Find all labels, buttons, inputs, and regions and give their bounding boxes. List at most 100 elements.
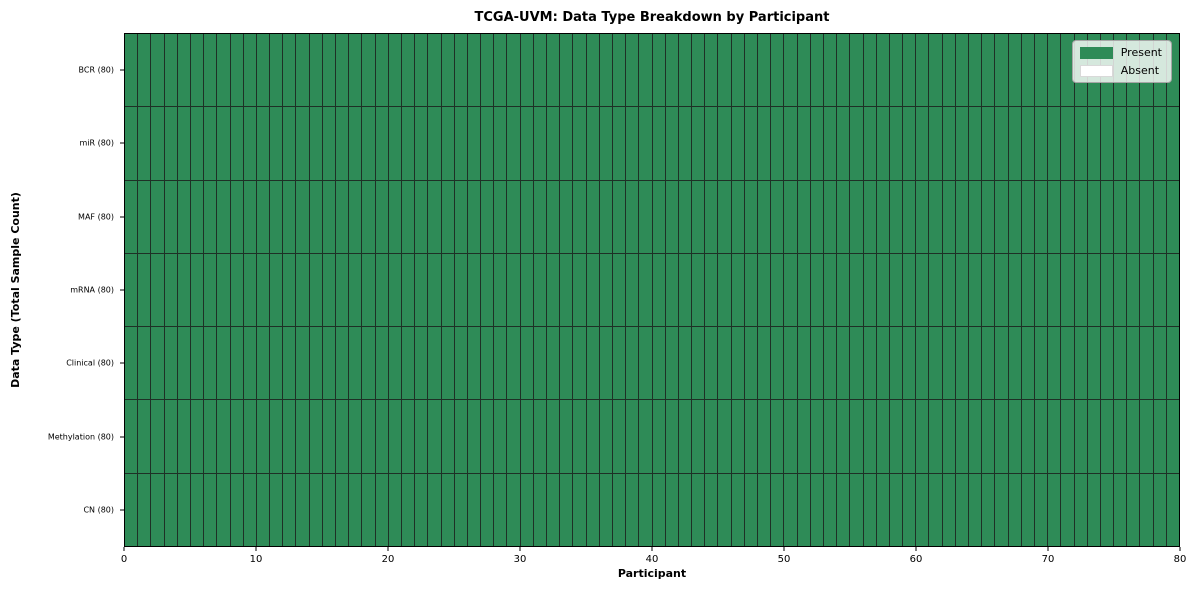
heatmap-cell xyxy=(481,400,494,473)
heatmap-cell xyxy=(678,180,692,253)
heatmap-cell xyxy=(494,473,507,546)
heatmap-cell xyxy=(995,253,1008,327)
heatmap-cell xyxy=(481,327,494,400)
heatmap-cell xyxy=(995,327,1008,400)
heatmap-cell xyxy=(1008,473,1021,546)
heatmap-cell xyxy=(454,253,467,327)
heatmap-cell xyxy=(270,253,283,327)
heatmap-cell xyxy=(1021,327,1034,400)
heatmap-cell xyxy=(823,180,837,253)
heatmap-cell xyxy=(125,400,138,473)
heatmap-cell xyxy=(731,107,744,180)
heatmap-cell xyxy=(217,400,230,473)
heatmap-cell xyxy=(270,400,283,473)
heatmap-cell xyxy=(863,34,876,107)
heatmap-cell xyxy=(797,327,810,400)
heatmap-cell xyxy=(916,107,929,180)
heatmap-cell xyxy=(520,180,533,253)
heatmap-cell xyxy=(415,327,428,400)
heatmap-cell xyxy=(270,180,283,253)
heatmap-cell xyxy=(401,34,415,107)
heatmap-cell xyxy=(731,327,744,400)
heatmap-cell xyxy=(256,473,270,546)
heatmap-cell xyxy=(863,107,876,180)
heatmap-cell xyxy=(507,253,520,327)
heatmap-cell xyxy=(969,180,982,253)
heatmap-cell xyxy=(349,34,362,107)
heatmap-cell xyxy=(639,107,652,180)
heatmap-cell xyxy=(204,400,217,473)
heatmap-cell xyxy=(547,34,560,107)
heatmap-cell xyxy=(837,107,850,180)
heatmap-cell xyxy=(771,180,784,253)
heatmap-cell xyxy=(309,327,322,400)
heatmap-cell xyxy=(1127,473,1140,546)
heatmap-cell xyxy=(916,327,929,400)
heatmap-cell xyxy=(520,473,533,546)
heatmap-cell xyxy=(771,107,784,180)
heatmap-cell xyxy=(138,253,151,327)
heatmap-cell xyxy=(889,107,903,180)
heatmap-cell xyxy=(1166,180,1179,253)
legend-item-present: Present xyxy=(1079,46,1162,59)
heatmap-cell xyxy=(1100,107,1114,180)
heatmap-cell xyxy=(441,34,454,107)
heatmap-cell xyxy=(375,107,388,180)
heatmap-cell xyxy=(454,34,467,107)
heatmap-cell xyxy=(243,473,256,546)
heatmap-cell xyxy=(177,400,190,473)
heatmap-cell xyxy=(1114,180,1127,253)
heatmap-cell xyxy=(612,400,626,473)
heatmap-cell xyxy=(1008,400,1021,473)
heatmap-cell xyxy=(916,34,929,107)
heatmap-cell xyxy=(639,34,652,107)
heatmap-cell xyxy=(349,107,362,180)
heatmap-cell xyxy=(771,400,784,473)
heatmap-cell xyxy=(916,400,929,473)
heatmap-cell xyxy=(810,107,823,180)
heatmap-cell xyxy=(1100,327,1114,400)
heatmap-cell xyxy=(204,180,217,253)
heatmap-cell xyxy=(190,327,204,400)
heatmap-cell xyxy=(481,253,494,327)
heatmap-cell xyxy=(415,400,428,473)
heatmap-cell xyxy=(876,34,889,107)
heatmap-cell xyxy=(652,34,665,107)
heatmap-cell xyxy=(428,180,441,253)
heatmap-cell xyxy=(151,253,164,327)
heatmap-cell xyxy=(573,327,586,400)
heatmap-cell xyxy=(771,327,784,400)
heatmap-cell xyxy=(1087,180,1100,253)
heatmap-cell xyxy=(797,180,810,253)
heatmap-cell xyxy=(718,107,731,180)
heatmap-cell xyxy=(692,180,705,253)
heatmap-cell xyxy=(177,180,190,253)
heatmap-cell xyxy=(388,107,401,180)
heatmap-cell xyxy=(810,327,823,400)
heatmap-cell xyxy=(560,180,573,253)
heatmap-cell xyxy=(969,34,982,107)
heatmap-cell xyxy=(850,34,863,107)
heatmap-cell xyxy=(230,34,243,107)
heatmap-cell xyxy=(467,400,481,473)
heatmap-cell xyxy=(744,34,757,107)
heatmap-cell xyxy=(336,327,349,400)
heatmap-cell xyxy=(415,34,428,107)
heatmap-cell xyxy=(744,107,757,180)
heatmap-cell xyxy=(692,400,705,473)
heatmap-cell xyxy=(731,180,744,253)
heatmap-cell xyxy=(573,34,586,107)
heatmap-cell xyxy=(955,180,968,253)
heatmap-cell xyxy=(401,327,415,400)
x-tick-label: 40 xyxy=(645,554,659,565)
heatmap-cell xyxy=(349,253,362,327)
heatmap-cell xyxy=(705,327,718,400)
heatmap-cell xyxy=(375,400,388,473)
heatmap-cell xyxy=(507,180,520,253)
heatmap-cell xyxy=(889,400,903,473)
heatmap-cell xyxy=(441,400,454,473)
x-tick-mark xyxy=(651,547,653,551)
heatmap-cell xyxy=(1074,253,1087,327)
heatmap-cell xyxy=(494,400,507,473)
heatmap-cell xyxy=(929,180,942,253)
